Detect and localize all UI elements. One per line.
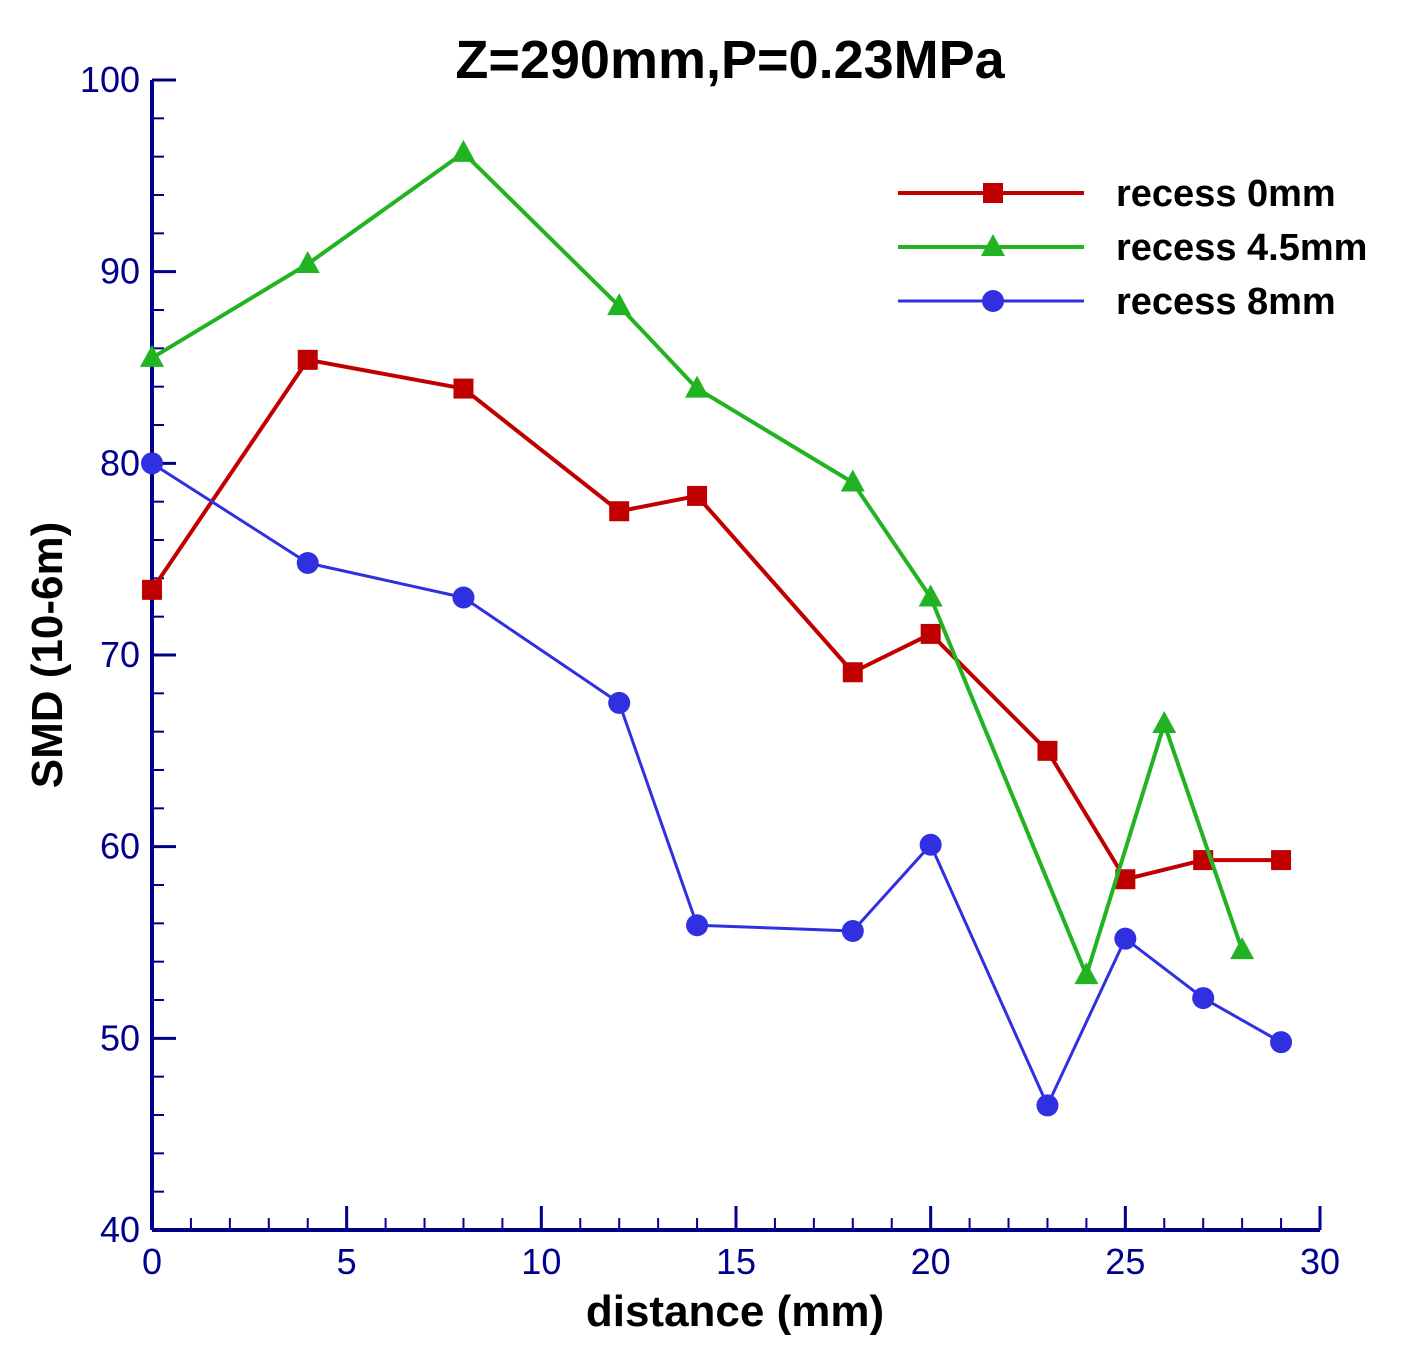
x-tick-label: 25 — [1105, 1241, 1145, 1282]
data-point — [841, 920, 864, 942]
y-tick-label: 40 — [100, 1209, 140, 1250]
data-point — [296, 552, 319, 574]
legend-entry: recess 0mm — [898, 173, 1336, 215]
legend-entry: recess 4.5mm — [898, 227, 1367, 269]
legend-label: recess 4.5mm — [1116, 227, 1367, 269]
x-tick-label: 20 — [911, 1241, 951, 1282]
data-point — [1114, 927, 1137, 950]
data-point — [842, 662, 863, 683]
data-point — [1115, 869, 1136, 890]
data-point — [919, 833, 942, 856]
data-point — [1152, 711, 1177, 733]
data-point — [451, 139, 476, 162]
data-point — [141, 452, 163, 475]
data-point — [1270, 1031, 1293, 1054]
series-line — [150, 357, 1282, 882]
y-tick-label: 50 — [100, 1017, 140, 1058]
legend-label: recess 0mm — [1116, 173, 1336, 215]
legend: recess 0mm recess 4.5mm recess 8mm — [898, 173, 1367, 323]
data-point — [452, 586, 475, 609]
y-tick-label: 80 — [100, 442, 140, 483]
data-point — [295, 251, 320, 273]
data-point — [297, 349, 318, 370]
series-recess-8mm — [141, 452, 1293, 1117]
data-point — [607, 293, 632, 316]
legend-marker — [982, 290, 1004, 312]
series-line — [150, 150, 1245, 978]
data-point — [608, 691, 631, 714]
x-tick-label: 30 — [1300, 1241, 1340, 1282]
data-point — [687, 485, 708, 506]
x-tick-label: 5 — [337, 1241, 357, 1282]
series-recess-4-5mm — [140, 139, 1255, 985]
data-point — [686, 914, 709, 937]
legend-label: recess 8mm — [1116, 281, 1336, 323]
data-point — [140, 344, 164, 367]
data-point — [1037, 740, 1058, 761]
data-point — [1192, 987, 1215, 1010]
data-point — [920, 623, 941, 644]
y-tick-label: 70 — [100, 634, 140, 675]
data-point — [1036, 1094, 1059, 1117]
data-point — [1230, 937, 1255, 960]
x-tick-label: 15 — [716, 1241, 756, 1282]
legend-marker — [983, 183, 1003, 203]
data-point — [685, 375, 710, 398]
data-point — [142, 579, 162, 600]
x-tick-label: 10 — [521, 1241, 561, 1282]
data-point — [1271, 850, 1292, 871]
y-axis-label: SMD (10-6m) — [23, 522, 72, 789]
data-point — [609, 501, 630, 522]
data-point — [453, 378, 474, 399]
y-tick-label: 60 — [100, 826, 140, 867]
legend-entry: recess 8mm — [898, 281, 1336, 323]
data-point — [1074, 962, 1099, 985]
x-tick-label: 0 — [142, 1241, 162, 1282]
y-tick-label: 100 — [80, 59, 140, 100]
series-recess-0mm — [142, 349, 1292, 890]
legend-marker — [981, 234, 1005, 256]
y-tick-label: 90 — [100, 251, 140, 292]
chart-title: Z=290mm,P=0.23MPa — [455, 30, 1005, 90]
data-point — [840, 469, 865, 492]
x-axis-label: distance (mm) — [586, 1287, 884, 1336]
series-line — [151, 462, 1282, 1107]
data-point — [918, 584, 943, 607]
